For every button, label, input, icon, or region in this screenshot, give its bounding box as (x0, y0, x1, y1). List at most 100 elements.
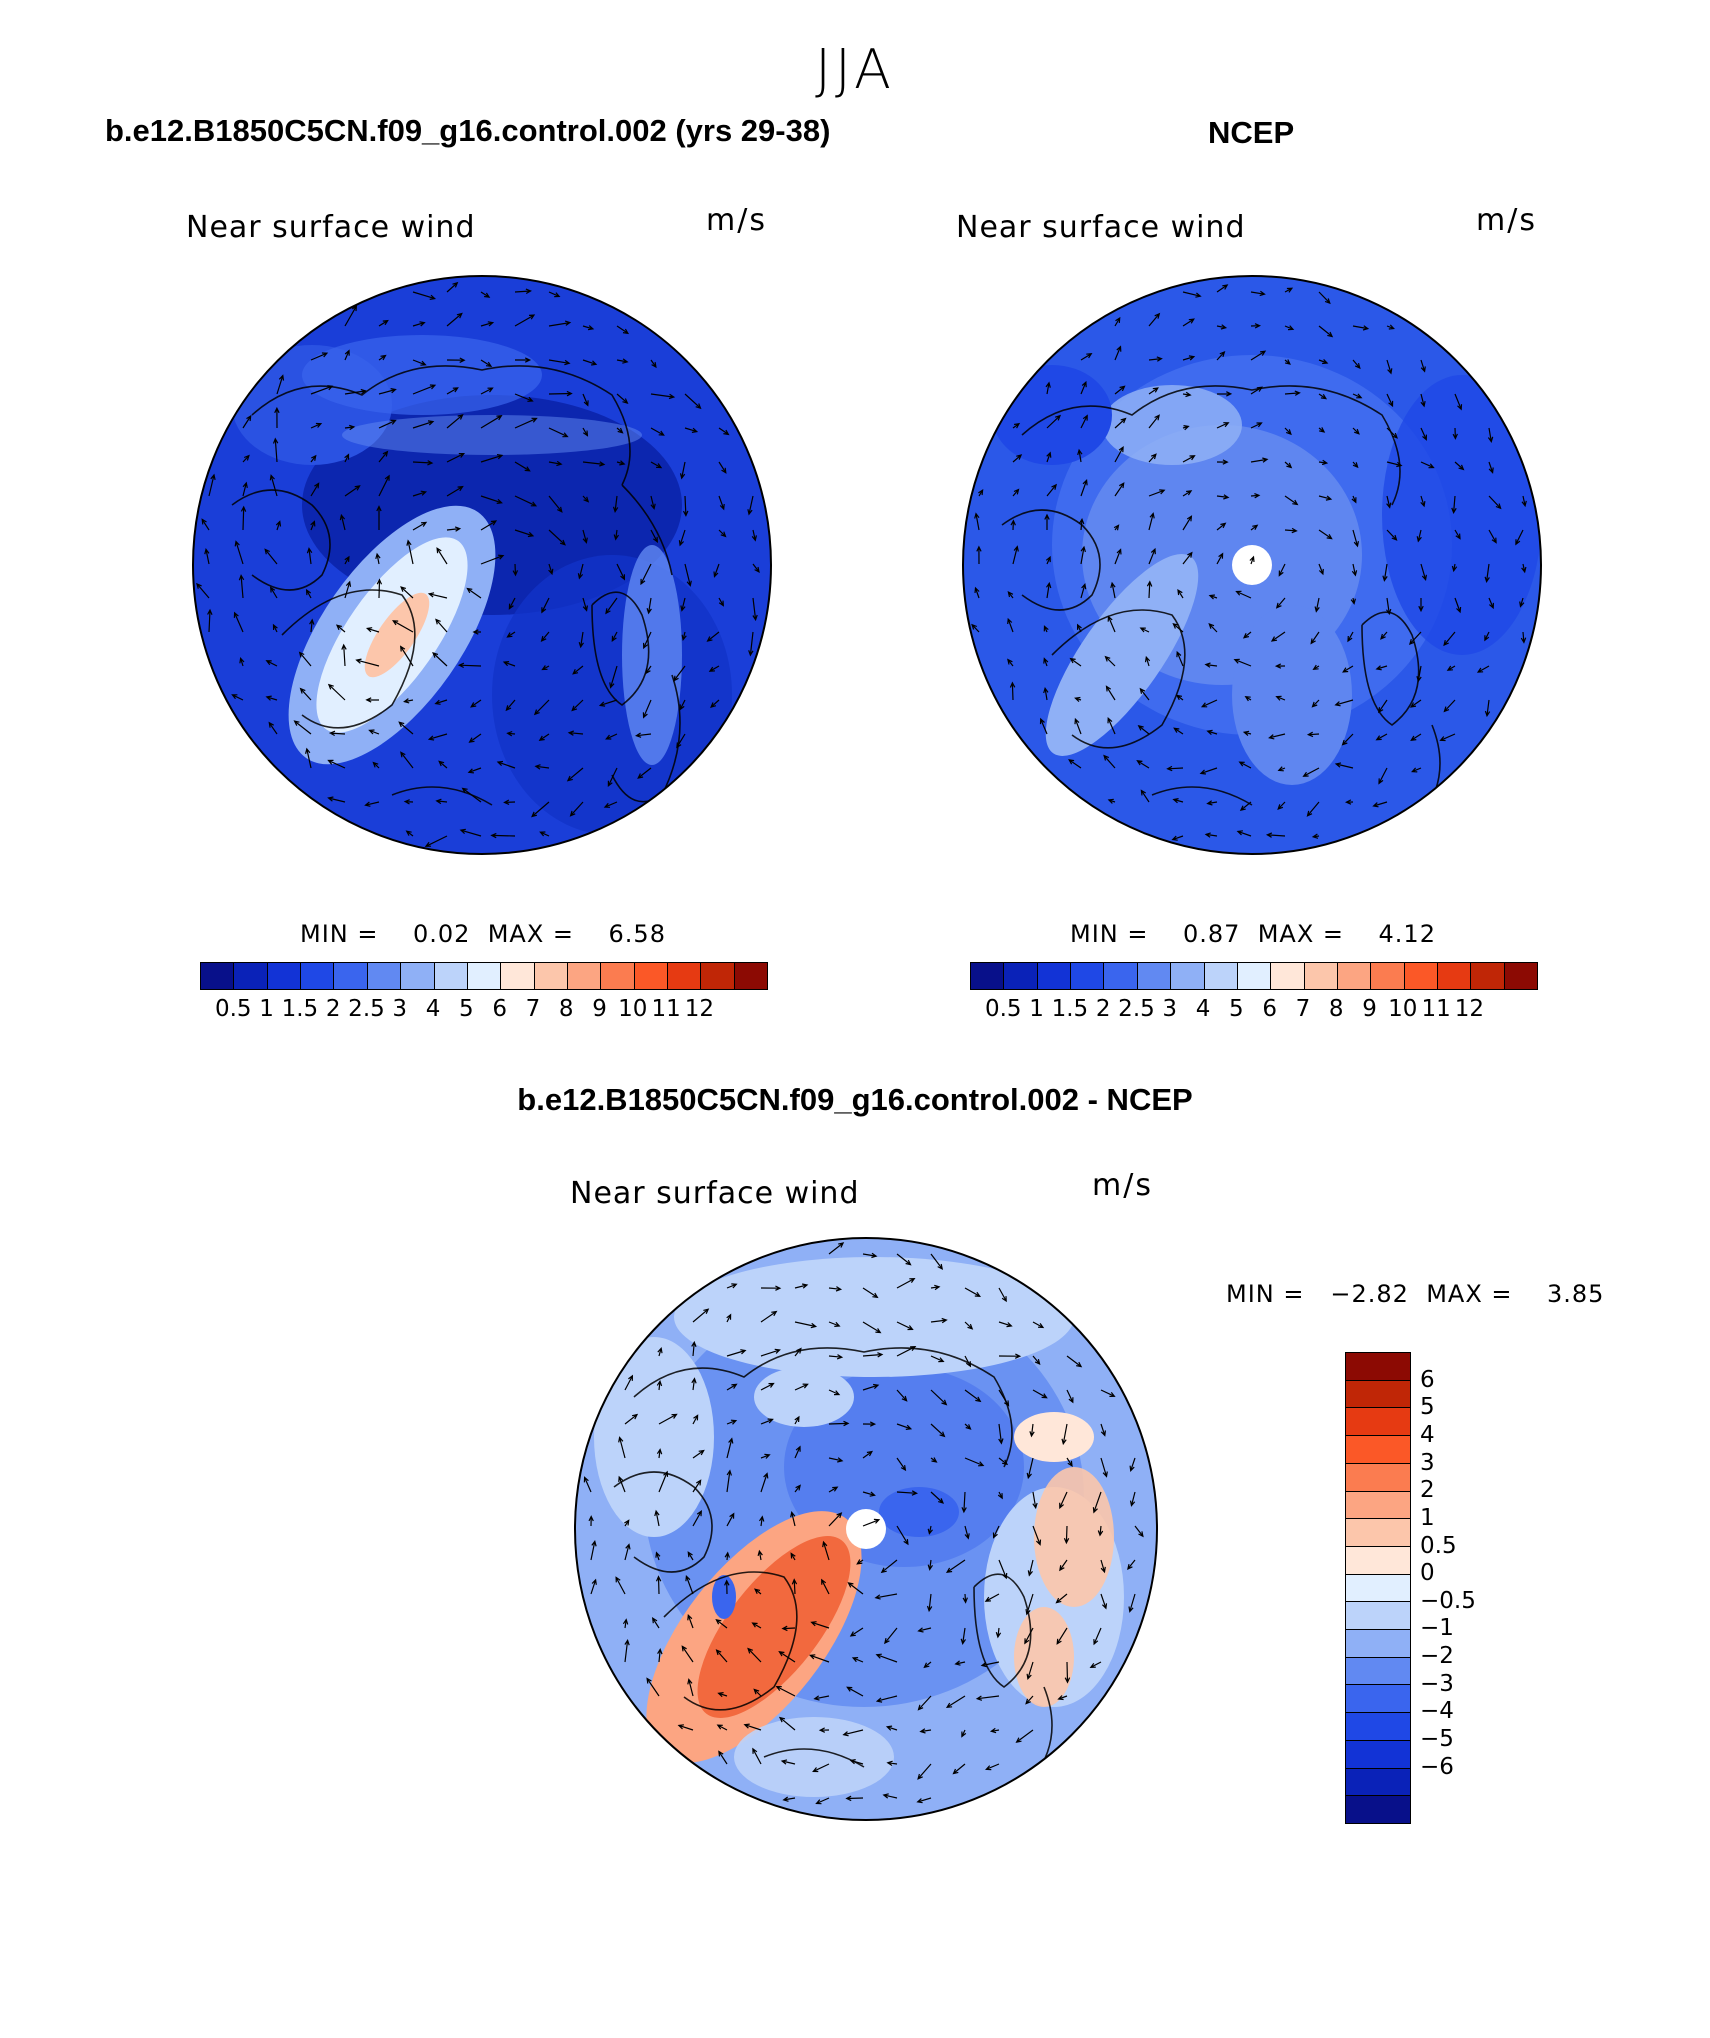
wind-vector-arrow (1451, 495, 1457, 514)
wind-vector-arrow (687, 1614, 694, 1629)
wind-vector-arrow (1239, 801, 1252, 812)
wind-vector-arrow (459, 828, 482, 837)
wind-vector-arrow (505, 699, 516, 712)
wind-vector-arrow (760, 1310, 778, 1323)
wind-vector-arrow (1244, 695, 1252, 702)
wind-vector-arrow (1318, 495, 1333, 501)
wind-vector-arrow (1007, 617, 1014, 633)
wind-vector-arrow (1378, 767, 1388, 785)
wind-vector-arrow (1148, 547, 1156, 565)
wind-vector-arrow (582, 393, 589, 407)
wind-vector-arrow (655, 1551, 661, 1561)
wind-vector-arrow (651, 1617, 660, 1629)
wind-vector-arrow (566, 767, 584, 782)
wind-vector-arrow (713, 563, 720, 578)
wind-vector-arrow (1182, 515, 1193, 531)
wind-vector-arrow (862, 1450, 874, 1459)
wind-vector-arrow (1443, 699, 1456, 713)
wind-vector-arrow (1386, 495, 1392, 509)
wind-vector-arrow (375, 552, 381, 565)
wind-vector-arrow (1208, 623, 1218, 633)
wind-vector-arrow (1352, 325, 1370, 331)
wind-vector-arrow (917, 1695, 932, 1711)
wind-vector-arrow (609, 665, 618, 689)
wind-vector-arrow (514, 495, 538, 507)
wind-vector-arrow (376, 505, 382, 530)
wind-vector-arrow (624, 1639, 630, 1663)
wind-vector-arrow (293, 720, 312, 735)
wind-vector-arrow (828, 1321, 841, 1327)
diff-variable-label: Near surface wind (570, 1176, 860, 1211)
wind-vector-arrow (778, 1651, 796, 1663)
wind-vector-arrow (998, 1321, 1013, 1328)
wind-vector-arrow (849, 1627, 864, 1637)
wind-vector-arrow (1026, 1661, 1034, 1681)
colorbar-tick-label: −0.5 (1420, 1587, 1476, 1614)
wind-vector-arrow (650, 393, 676, 400)
wind-vector-arrow (598, 699, 618, 707)
wind-vector-arrow (1068, 759, 1082, 769)
wind-vector-arrow (1515, 529, 1524, 546)
wind-vector-arrow (1411, 767, 1422, 773)
wind-vector-arrow (327, 796, 346, 803)
wind-vector-arrow (754, 1588, 762, 1595)
colorbar-tick-label: 3 (1420, 1449, 1435, 1476)
wind-vector-arrow (822, 1540, 830, 1561)
wind-vector-arrow (1069, 657, 1082, 667)
diff-panel-title: b.e12.B1850C5CN.f09_g16.control.002 - NC… (517, 1082, 1193, 1117)
wind-vector-arrow (791, 1578, 798, 1595)
wind-vector-arrow (997, 1491, 1003, 1500)
wind-vector-arrow (1114, 316, 1121, 327)
wind-vector-arrow (1238, 761, 1252, 769)
colorbar-swatch (668, 963, 702, 989)
wind-vector-arrow (1177, 588, 1184, 599)
wind-vector-arrow (1386, 359, 1393, 375)
wind-vector-arrow (1134, 1525, 1144, 1538)
figure-title: JJA (815, 38, 895, 101)
wind-vector-arrow (896, 1346, 917, 1357)
wind-vector-arrow (310, 520, 316, 531)
model-polar-map (192, 275, 772, 855)
wind-vector-arrow (1420, 563, 1427, 582)
model-max-label: MAX = (487, 920, 575, 948)
wind-vector-arrow (400, 751, 414, 769)
wind-vector-arrow (196, 582, 210, 599)
wind-vector-arrow (1278, 563, 1286, 577)
wind-vector-arrow (930, 1389, 948, 1406)
wind-vector-arrow (821, 1578, 830, 1595)
wind-vector-arrow (1080, 582, 1087, 599)
diff-minmax: MIN = −2.82 MAX = 3.85 (1226, 1280, 1604, 1308)
wind-vector-arrow (1410, 733, 1422, 741)
wind-vector-arrow (615, 1576, 626, 1595)
wind-vector-arrow (681, 631, 687, 642)
colorbar-swatch (734, 963, 768, 989)
colorbar-swatch (1271, 963, 1305, 989)
wind-vector-arrow (234, 540, 244, 565)
diff-max-value: 3.85 (1547, 1280, 1605, 1308)
wind-vector-arrow (794, 1415, 800, 1425)
wind-vector-arrow (1318, 563, 1324, 576)
wind-vector-arrow (512, 563, 519, 577)
wind-vector-arrow (882, 1793, 898, 1799)
wind-vector-arrow (480, 454, 504, 463)
wind-vector-arrow (679, 699, 686, 711)
wind-vector-arrow (514, 461, 531, 472)
wind-vector-arrow (930, 1491, 945, 1504)
wind-vector-arrow (678, 529, 686, 547)
wind-vector-arrow (1114, 482, 1125, 497)
wind-vector-arrow (572, 665, 584, 675)
wind-vector-arrow (400, 586, 414, 599)
wind-vector-arrow (1139, 627, 1150, 633)
wind-vector-arrow (327, 683, 346, 701)
wind-vector-arrow (752, 597, 758, 622)
wind-vector-arrow (716, 1724, 728, 1731)
wind-vector-arrow (378, 474, 390, 497)
wind-vector-arrow (1055, 1593, 1068, 1604)
wind-vector-arrow (1488, 495, 1502, 510)
wind-vector-arrow (344, 388, 367, 395)
wind-vector-arrow (412, 521, 428, 531)
colorbar-tick-label: 11 (1421, 996, 1451, 1022)
wind-vector-arrow (1351, 495, 1357, 504)
wind-vector-arrow (964, 1355, 972, 1368)
wind-vector-arrow (1166, 765, 1184, 772)
